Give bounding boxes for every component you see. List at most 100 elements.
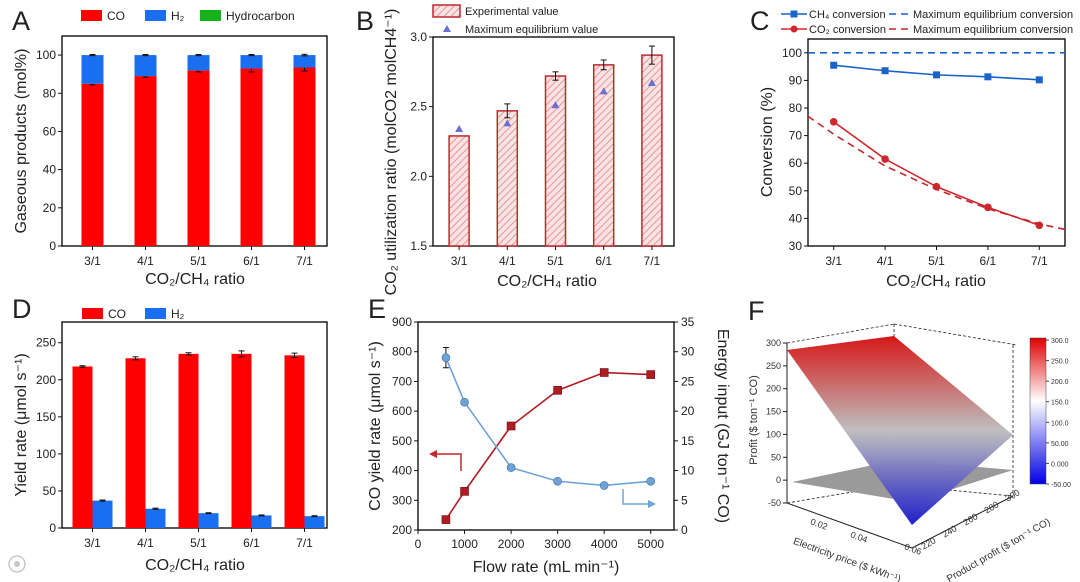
x-tick-label: 5/1 (547, 254, 564, 268)
x-tick-label: 7/1 (1031, 254, 1048, 268)
z-axis-label: Profit ($ ton⁻¹ CO) (748, 375, 760, 465)
z-tick-label: 50 (771, 452, 781, 462)
y-tick-label: 30 (789, 239, 803, 253)
panel-letter: D (12, 294, 32, 324)
y-tick-label: 100 (782, 46, 802, 60)
x-tick-label: 6/1 (595, 254, 612, 268)
y-tick-label: 0 (49, 239, 56, 253)
y-tick-label: 60 (43, 124, 57, 138)
panel-b: B 1.5 2.0 2.5 3.0 3/1 4/1 5/1 6/1 7/1 Experimental… (356, 4, 675, 295)
x-axis-label: CO₂/CH₄ ratio (145, 557, 245, 574)
bar-h2 (92, 500, 113, 528)
bar-h2 (304, 516, 325, 528)
bar-experimental-value (496, 110, 519, 247)
profit-surface (787, 336, 1013, 525)
y-axis-label: CO yield rate (μmol s⁻¹) (367, 341, 384, 511)
y-tick-label: 60 (789, 156, 803, 170)
series-line-energy-input (445, 357, 651, 487)
x-tick-label: 4/1 (137, 254, 154, 268)
y-tick-label: 250 (36, 336, 56, 350)
y-tick-label: 400 (392, 464, 412, 478)
series-line-co-conversion (833, 121, 1040, 227)
x-tick-label: 4000 (591, 537, 618, 551)
y-tick-label: 280 (982, 499, 1000, 515)
bar-experimental-value (448, 135, 470, 247)
colorbar-tick-label: -50.00 (1051, 482, 1071, 489)
x-tick-label: 4/1 (877, 254, 894, 268)
legend-swatch (200, 10, 221, 21)
legend-label: Hydrocarbon (226, 9, 295, 23)
bar-h2 (198, 513, 219, 528)
y-tick-label: 70 (789, 129, 803, 143)
bar-co (125, 358, 146, 528)
z-tick-label: 0 (776, 475, 781, 485)
marker-energy-input (646, 476, 656, 486)
colorbar (1029, 337, 1047, 485)
x-tick-label: 2000 (498, 537, 525, 551)
bar-h (81, 55, 104, 84)
box-edge (893, 323, 1018, 346)
marker-co-yield-rate (553, 386, 562, 395)
marker-co-yield-rate (599, 368, 609, 377)
marker-energy-input (441, 353, 451, 362)
marker-maximum-equilibrium-value (503, 119, 512, 127)
marker-ch-conversion (881, 67, 889, 75)
panel-d: D 0 50 100 150 200 250 3/1 4/1 5/1 6/1 7/1 CO H₂ Yield… (12, 294, 328, 574)
marker-co-yield-rate (506, 421, 516, 431)
x-axis-label: CO₂/CH₄ ratio (497, 273, 597, 290)
x-tick-label: 5/1 (928, 254, 945, 268)
y-tick-label: 50 (43, 484, 57, 498)
y-tick-label: 80 (789, 101, 803, 115)
bar-co (240, 68, 263, 246)
y-tick-label: 300 (392, 493, 412, 507)
y2-tick-label: 35 (681, 315, 695, 329)
panel-letter: A (12, 6, 30, 36)
colorbar-tick-label: 300.0 (1051, 338, 1069, 345)
y-tick-label: 900 (392, 315, 412, 329)
y-tick-label: 200 (392, 523, 412, 537)
watermark-logo (8, 555, 26, 573)
x-axis-label: Flow rate (mL min⁻¹) (473, 559, 620, 576)
box-edge (786, 323, 895, 344)
legend-swatch (82, 308, 103, 319)
bar-co (231, 353, 252, 528)
left-arrow-icon (433, 453, 462, 471)
x-tick-label: 3000 (544, 537, 571, 551)
y-tick-label: 220 (919, 535, 937, 551)
y-tick-label: 20 (43, 201, 57, 215)
y2-tick-label: 20 (681, 404, 695, 418)
legend-swatch (145, 308, 166, 319)
y-tick-label: 3.0 (410, 30, 427, 44)
legend-label: Maximum equilibrium conversion (913, 24, 1073, 36)
marker-maximum-equilibrium-value (647, 78, 656, 86)
marker-ch-conversion (830, 61, 838, 69)
x-tick-label: 5/1 (190, 536, 207, 550)
bar-co (81, 83, 104, 247)
bar-co (187, 70, 210, 246)
marker-co-yield-rate (646, 370, 656, 379)
bar-co (72, 366, 93, 528)
y-tick-label: 50 (789, 184, 803, 198)
legend-label: CH₄ conversion (809, 9, 886, 21)
y-tick-label: 80 (43, 86, 57, 100)
y-tick-label: 700 (392, 374, 412, 388)
x-tick-label: 7/1 (296, 254, 313, 268)
colorbar-tick-label: 50.00 (1051, 441, 1069, 448)
left-arrowhead-icon (429, 450, 437, 458)
x-axis-label: CO₂/CH₄ ratio (886, 273, 986, 290)
marker-maximum-equilibrium-value (599, 87, 608, 95)
colorbar-tick-label: 0.000 (1051, 461, 1069, 468)
marker-maximum-equilibrium-value (455, 124, 464, 132)
marker-maximum-equilibrium-value (551, 101, 560, 109)
z-tick-label: 150 (766, 407, 781, 417)
plot-frame (807, 38, 1066, 247)
legend-label: H₂ (171, 9, 185, 23)
x-tick-label: 0 (415, 537, 422, 551)
y2-axis-label: Energy input (GJ ton⁻¹ CO) (714, 329, 731, 523)
x-tick-label: 6/1 (980, 254, 997, 268)
z-tick-label: 100 (766, 429, 781, 439)
panel-c: C 30 40 50 60 70 80 90 100 3/1 4/1 5/1 6/1 7/1 CH₄ con… (750, 6, 1073, 290)
marker-ch-conversion (933, 71, 940, 79)
panel-letter: F (748, 296, 765, 326)
x-tick-label: 5/1 (190, 254, 207, 268)
